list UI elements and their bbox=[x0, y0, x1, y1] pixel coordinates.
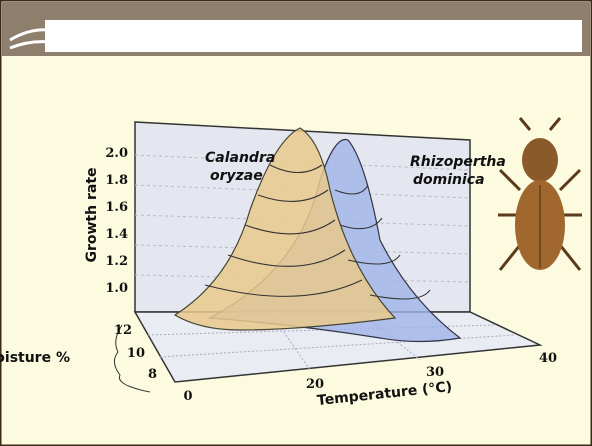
x-tick-label: 30 bbox=[426, 365, 444, 380]
y-axis-label: Growth rate bbox=[84, 167, 100, 262]
y-tick-label: 1.2 bbox=[105, 254, 128, 269]
species-label: Rhizopertha bbox=[410, 154, 506, 170]
species-label: dominica bbox=[413, 172, 485, 188]
moisture-tick-label: 8 bbox=[148, 367, 157, 382]
y-tick-label: 2.0 bbox=[105, 146, 128, 161]
species-label: oryzae bbox=[210, 168, 263, 184]
x-tick-label: 0 bbox=[183, 389, 192, 404]
species-label: Calandra bbox=[205, 150, 275, 166]
x-tick-label: 20 bbox=[306, 377, 324, 392]
x-tick-label: 40 bbox=[539, 351, 557, 366]
moisture-tick-label: 10 bbox=[127, 346, 145, 361]
y-tick-label: 1.4 bbox=[105, 227, 128, 242]
moisture-tick-label: 12 bbox=[114, 323, 132, 338]
page: Growth rate Moisture % Temperature (°C) … bbox=[0, 0, 592, 446]
moisture-label: Moisture % bbox=[0, 350, 70, 366]
y-tick-label: 1.6 bbox=[105, 200, 128, 215]
header-bar bbox=[45, 20, 582, 52]
y-tick-label: 1.8 bbox=[105, 173, 128, 188]
y-tick-label: 1.0 bbox=[105, 281, 128, 296]
slide: Growth rate Moisture % Temperature (°C) … bbox=[0, 0, 592, 446]
